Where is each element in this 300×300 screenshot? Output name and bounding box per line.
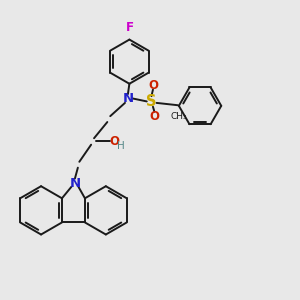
Text: O: O: [110, 135, 120, 148]
Text: S: S: [146, 94, 157, 109]
Text: N: N: [69, 177, 80, 190]
Text: O: O: [148, 79, 158, 92]
Text: F: F: [125, 21, 134, 34]
Text: H: H: [117, 142, 125, 152]
Text: N: N: [122, 92, 134, 105]
Text: O: O: [149, 110, 159, 123]
Text: CH₃: CH₃: [170, 112, 187, 121]
